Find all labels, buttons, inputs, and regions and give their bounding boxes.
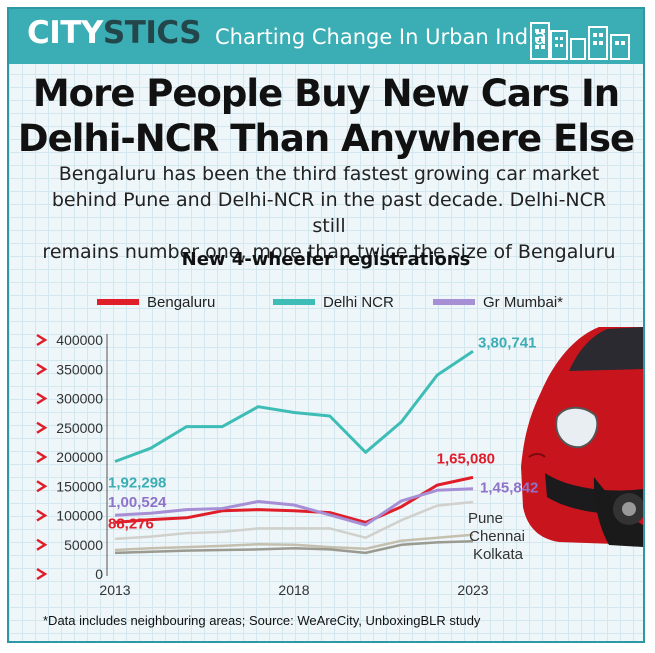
y-tick-arrow-icon xyxy=(36,567,48,581)
legend-label: Gr Mumbai* xyxy=(483,294,563,311)
y-tick-label: 200000 xyxy=(56,449,103,465)
y-tick-label: 400000 xyxy=(56,332,103,348)
y-tick-arrow-icon xyxy=(36,421,48,434)
series-line-kolkata xyxy=(114,539,474,555)
data-label-delhi-end: 3,80,741 xyxy=(478,334,536,351)
series-line-pune xyxy=(114,500,474,541)
series-line-chennai xyxy=(114,533,474,552)
y-tick-arrow-icon xyxy=(36,538,48,551)
y-tick-label: 0 xyxy=(95,566,103,582)
headline: More People Buy New Cars In Delhi-NCR Th… xyxy=(9,71,643,161)
series-line-gr-mumbai- xyxy=(114,487,474,527)
y-tick-arrow-icon xyxy=(36,450,48,464)
red-car-illustration xyxy=(521,327,643,547)
series-line-bengaluru xyxy=(114,475,474,524)
header-banner: CITYSTICS Charting Change In Urban India xyxy=(9,9,643,64)
chart-title: New 4-wheeler registrations xyxy=(181,249,471,270)
y-tick-arrow-icon xyxy=(36,392,48,405)
series-line-delhi-ncr xyxy=(114,350,474,463)
y-tick-arrow-icon xyxy=(36,363,48,376)
y-tick-label: 350000 xyxy=(56,361,103,377)
legend-label: Bengaluru xyxy=(147,294,215,311)
logo-city: CITY xyxy=(27,15,103,51)
x-tick-label: 2013 xyxy=(99,582,130,598)
x-tick-label: 2018 xyxy=(278,582,309,598)
y-tick-arrow-icon xyxy=(36,480,48,493)
data-label-bengaluru-start: 88,276 xyxy=(108,515,154,532)
headline-line-1: More People Buy New Cars In xyxy=(32,72,620,115)
y-tick-label: 50000 xyxy=(64,537,103,553)
x-tick-label: 2023 xyxy=(457,582,488,598)
series-lines xyxy=(114,350,474,555)
legend-label: Delhi NCR xyxy=(323,294,394,311)
y-tick-label: 250000 xyxy=(56,420,103,436)
subtitle: Bengaluru has been the third fastest gro… xyxy=(39,161,619,265)
headline-line-2: Delhi-NCR Than Anywhere Else xyxy=(17,117,635,160)
data-label-kolkata: Kolkata xyxy=(473,546,524,563)
legend-swatch xyxy=(433,299,475,305)
logo-stics: STICS xyxy=(102,15,202,51)
tagline: Charting Change In Urban India xyxy=(215,25,547,49)
subtitle-line-3: remains number one, more than twice the … xyxy=(42,241,616,263)
line-chart: Bengaluru Delhi NCR Gr Mumbai* 0 50000 10000… xyxy=(36,294,643,598)
legend-swatch xyxy=(97,299,139,305)
data-label-pune: Pune xyxy=(468,510,503,527)
skyline-icon xyxy=(530,22,630,60)
data-label-delhi-start: 1,92,298 xyxy=(108,475,166,492)
data-label-mumbai-start: 1,00,524 xyxy=(108,494,167,511)
y-tick-arrow-icon xyxy=(36,333,48,347)
chart-legend: Bengaluru Delhi NCR Gr Mumbai* xyxy=(97,294,563,311)
data-label-mumbai-end: 1,45,842 xyxy=(480,480,538,497)
data-label-chennai: Chennai xyxy=(469,528,525,545)
footnote: *Data includes neighbouring areas; Sourc… xyxy=(43,613,481,628)
chart-axes: 0 50000 100000 150000 200000 250000 300000 3500… xyxy=(36,332,489,598)
citystics-logo: CITYSTICS xyxy=(27,15,202,51)
subtitle-line-1: Bengaluru has been the third fastest gro… xyxy=(58,163,600,185)
data-labels: 1,92,298 3,80,741 1,00,524 1,45,842 88,276 1,… xyxy=(108,334,538,563)
legend-swatch xyxy=(273,299,315,305)
data-label-bengaluru-end: 1,65,080 xyxy=(437,450,495,467)
y-tick-arrow-icon xyxy=(36,509,48,522)
infographic-frame: CITYSTICS Charting Change In Urban India xyxy=(7,7,645,643)
y-tick-label: 150000 xyxy=(56,478,103,494)
subtitle-line-2: behind Pune and Delhi-NCR in the past de… xyxy=(51,189,607,237)
y-tick-label: 300000 xyxy=(56,391,103,407)
y-tick-label: 100000 xyxy=(56,508,103,524)
